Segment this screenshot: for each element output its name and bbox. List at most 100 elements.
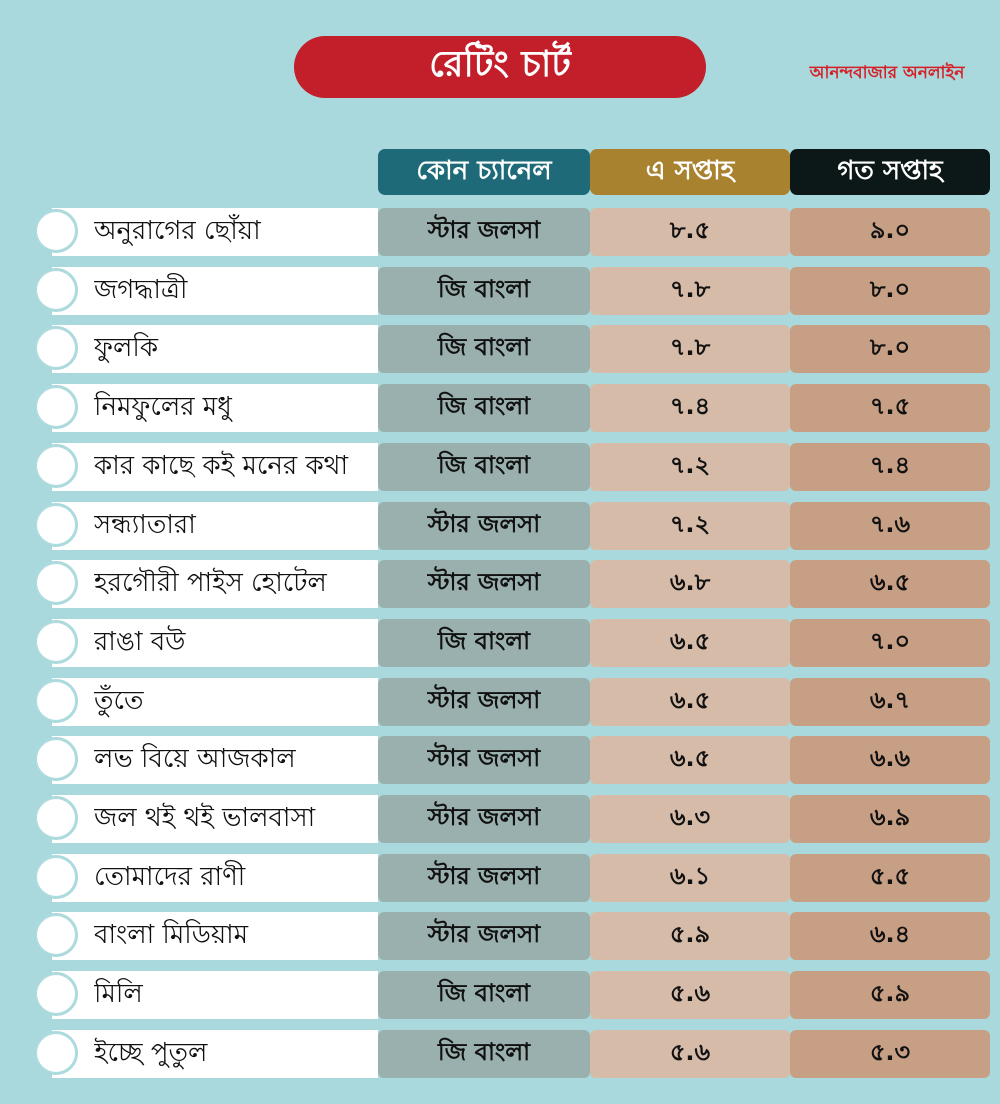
show-name: কার কাছে কই মনের কথা xyxy=(94,451,349,481)
table-row: ফুলকি জি বাংলা ৭.৮ ৮.০ xyxy=(0,325,1000,373)
last-week-rating: ৫.৯ xyxy=(790,971,990,1019)
bullet-circle-icon xyxy=(34,503,78,547)
show-name: তুঁতে xyxy=(94,686,144,716)
show-name: রাঙা বউ xyxy=(94,627,186,657)
bullet-circle-icon xyxy=(34,561,78,605)
channel-cell: স্টার জলসা xyxy=(378,795,590,843)
this-week-rating: ৫.৯ xyxy=(590,912,790,960)
show-name-cell xyxy=(52,443,378,491)
bullet-circle-icon xyxy=(34,737,78,781)
show-name: লভ বিয়ে আজকাল xyxy=(94,744,296,774)
last-week-rating: ৬.৬ xyxy=(790,736,990,784)
table-row: হরগৌরী পাইস হোটেল স্টার জলসা ৬.৮ ৬.৫ xyxy=(0,560,1000,608)
channel-cell: স্টার জলসা xyxy=(378,736,590,784)
show-name-cell xyxy=(52,325,378,373)
channel-cell: স্টার জলসা xyxy=(378,560,590,608)
this-week-rating: ৬.১ xyxy=(590,854,790,902)
this-week-rating: ৮.৫ xyxy=(590,208,790,256)
brand-logo-text: আনন্দবাজার অনলাইন xyxy=(809,63,965,83)
show-name: সন্ধ্যাতারা xyxy=(94,510,196,540)
table-row: বাংলা মিডিয়াম স্টার জলসা ৫.৯ ৬.৪ xyxy=(0,912,1000,960)
header-last-week: গত সপ্তাহ xyxy=(790,149,990,195)
channel-cell: স্টার জলসা xyxy=(378,912,590,960)
table-row: সন্ধ্যাতারা স্টার জলসা ৭.২ ৭.৬ xyxy=(0,502,1000,550)
table-row: রাঙা বউ জি বাংলা ৬.৫ ৭.০ xyxy=(0,619,1000,667)
last-week-rating: ৭.৫ xyxy=(790,384,990,432)
channel-cell: স্টার জলসা xyxy=(378,854,590,902)
show-name-cell xyxy=(52,678,378,726)
this-week-rating: ৫.৬ xyxy=(590,971,790,1019)
show-name-cell xyxy=(52,560,378,608)
show-name: জগদ্ধাত্রী xyxy=(94,275,188,305)
last-week-rating: ৬.৪ xyxy=(790,912,990,960)
bullet-circle-icon xyxy=(34,209,78,253)
this-week-rating: ৬.৫ xyxy=(590,619,790,667)
header-channel: কোন চ্যানেল xyxy=(378,149,590,195)
last-week-rating: ৭.৪ xyxy=(790,443,990,491)
table-row: জল থই থই ভালবাসা স্টার জলসা ৬.৩ ৬.৯ xyxy=(0,795,1000,843)
last-week-rating: ৮.০ xyxy=(790,267,990,315)
show-name-cell xyxy=(52,384,378,432)
show-name-cell xyxy=(52,208,378,256)
bullet-circle-icon xyxy=(34,972,78,1016)
this-week-rating: ৭.২ xyxy=(590,443,790,491)
channel-cell: জি বাংলা xyxy=(378,971,590,1019)
this-week-rating: ৬.৫ xyxy=(590,736,790,784)
last-week-rating: ৬.৫ xyxy=(790,560,990,608)
bullet-circle-icon xyxy=(34,326,78,370)
table-row: অনুরাগের ছোঁয়া স্টার জলসা ৮.৫ ৯.০ xyxy=(0,208,1000,256)
bullet-circle-icon xyxy=(34,1031,78,1075)
show-name: ইচ্ছে পুতুল xyxy=(94,1038,208,1068)
show-name: মিলি xyxy=(94,979,143,1009)
channel-cell: স্টার জলসা xyxy=(378,678,590,726)
channel-cell: স্টার জলসা xyxy=(378,208,590,256)
channel-cell: জি বাংলা xyxy=(378,1030,590,1078)
show-name-cell xyxy=(52,267,378,315)
bullet-circle-icon xyxy=(34,913,78,957)
this-week-rating: ৭.৮ xyxy=(590,325,790,373)
show-name: নিমফুলের মধু xyxy=(94,392,232,422)
channel-cell: জি বাংলা xyxy=(378,443,590,491)
bullet-circle-icon xyxy=(34,679,78,723)
last-week-rating: ৮.০ xyxy=(790,325,990,373)
show-name: হরগৌরী পাইস হোটেল xyxy=(94,568,327,598)
table-row: ইচ্ছে পুতুল জি বাংলা ৫.৬ ৫.৩ xyxy=(0,1030,1000,1078)
show-name: অনুরাগের ছোঁয়া xyxy=(94,216,261,246)
bullet-circle-icon xyxy=(34,268,78,312)
show-name: ফুলকি xyxy=(94,333,159,363)
show-name-cell xyxy=(52,736,378,784)
bullet-circle-icon xyxy=(34,796,78,840)
this-week-rating: ৭.৮ xyxy=(590,267,790,315)
show-name-cell xyxy=(52,971,378,1019)
show-name: বাংলা মিডিয়াম xyxy=(94,920,249,950)
this-week-rating: ৫.৬ xyxy=(590,1030,790,1078)
table-row: তোমাদের রাণী স্টার জলসা ৬.১ ৫.৫ xyxy=(0,854,1000,902)
show-name-cell xyxy=(52,795,378,843)
show-name: তোমাদের রাণী xyxy=(94,862,246,892)
chart-title: রেটিং চার্ট xyxy=(294,36,706,98)
last-week-rating: ৭.০ xyxy=(790,619,990,667)
bullet-circle-icon xyxy=(34,620,78,664)
last-week-rating: ৫.৩ xyxy=(790,1030,990,1078)
last-week-rating: ৯.০ xyxy=(790,208,990,256)
table-row: নিমফুলের মধু জি বাংলা ৭.৪ ৭.৫ xyxy=(0,384,1000,432)
table-row: জগদ্ধাত্রী জি বাংলা ৭.৮ ৮.০ xyxy=(0,267,1000,315)
last-week-rating: ৭.৬ xyxy=(790,502,990,550)
last-week-rating: ৫.৫ xyxy=(790,854,990,902)
this-week-rating: ৬.৫ xyxy=(590,678,790,726)
bullet-circle-icon xyxy=(34,855,78,899)
bullet-circle-icon xyxy=(34,444,78,488)
show-name-cell xyxy=(52,619,378,667)
show-name-cell xyxy=(52,502,378,550)
bullet-circle-icon xyxy=(34,385,78,429)
channel-cell: স্টার জলসা xyxy=(378,502,590,550)
channel-cell: জি বাংলা xyxy=(378,384,590,432)
header-this-week: এ সপ্তাহ xyxy=(590,149,790,195)
table-row: তুঁতে স্টার জলসা ৬.৫ ৬.৭ xyxy=(0,678,1000,726)
table-row: কার কাছে কই মনের কথা জি বাংলা ৭.২ ৭.৪ xyxy=(0,443,1000,491)
show-name-cell xyxy=(52,854,378,902)
show-name-cell xyxy=(52,1030,378,1078)
show-name: জল থই থই ভালবাসা xyxy=(94,803,316,833)
this-week-rating: ৬.৮ xyxy=(590,560,790,608)
table-row: মিলি জি বাংলা ৫.৬ ৫.৯ xyxy=(0,971,1000,1019)
